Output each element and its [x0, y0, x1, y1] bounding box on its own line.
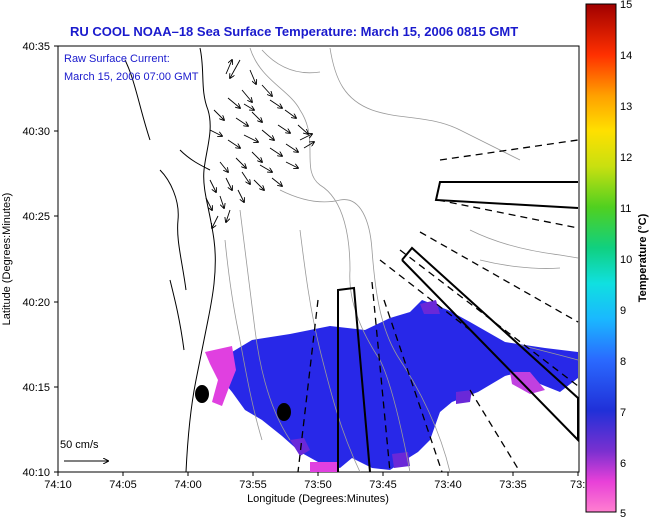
colorbar-tick: 7: [620, 407, 626, 419]
sst-magenta-west: [205, 346, 236, 406]
x-tick-label: 73:40: [434, 479, 462, 491]
colorbar-gradient: [585, 3, 617, 513]
y-tick-label: 40:35: [22, 41, 50, 53]
coastline: [124, 47, 216, 473]
y-tick-label: 40:15: [22, 382, 50, 394]
colorbar-tick: 6: [620, 458, 626, 470]
current-label-line1: Raw Surface Current:: [64, 53, 170, 65]
x-axis: 74:10 74:05 74:00 73:55 73:50 73:45 73:4…: [44, 472, 591, 505]
current-vectors: [205, 60, 314, 228]
sst-magenta-east: [510, 372, 545, 394]
x-tick-label: 73:50: [304, 479, 332, 491]
x-axis-title: Longitude (Degrees:Minutes): [247, 493, 389, 505]
map-area: Raw Surface Current: March 15, 2006 07:0…: [57, 45, 580, 473]
y-tick-label: 40:20: [22, 297, 50, 309]
x-tick-label: 73:35: [499, 479, 527, 491]
y-tick-label: 40:25: [22, 211, 50, 223]
y-axis-title: Latitude (Degrees:Minutes): [1, 193, 13, 326]
sst-blue-patch: [222, 300, 578, 470]
colorbar-tick: 14: [620, 50, 632, 62]
figure-title: RU COOL NOAA–18 Sea Surface Temperature:…: [70, 24, 518, 39]
colorbar-tick: 8: [620, 356, 626, 368]
x-tick-label: 74:05: [109, 479, 137, 491]
bathymetry-contours: [224, 47, 579, 473]
colorbar-tick: 9: [620, 305, 626, 317]
colorbar: 15 14 13 12 11 10 9 8 7 6 5 Temperature …: [585, 0, 649, 519]
colorbar-tick: 10: [620, 254, 632, 266]
x-tick-label: 73:45: [369, 479, 397, 491]
x-tick-label: 74:10: [44, 479, 72, 491]
x-tick-label: 74:00: [174, 479, 202, 491]
station-marker-2: [277, 403, 291, 421]
colorbar-tick: 11: [620, 203, 631, 215]
colorbar-tick: 5: [620, 508, 626, 519]
y-tick-label: 40:30: [22, 126, 50, 138]
sst-magenta-south: [310, 462, 338, 472]
colorbar-tick: 12: [620, 152, 632, 164]
scale-label: 50 cm/s: [60, 439, 99, 451]
colorbar-tick: 15: [620, 0, 632, 11]
colorbar-title: Temperature (°C): [637, 213, 649, 302]
station-marker-1: [195, 385, 209, 403]
shipping-lanes: [337, 181, 579, 473]
y-tick-label: 40:10: [22, 467, 50, 479]
x-tick-label: 73:55: [239, 479, 267, 491]
current-label-line2: March 15, 2006 07:00 GMT: [64, 71, 199, 83]
y-axis: 40:35 40:30 40:25 40:20 40:15 40:10 Lati…: [1, 41, 58, 479]
colorbar-tick: 13: [620, 101, 632, 113]
